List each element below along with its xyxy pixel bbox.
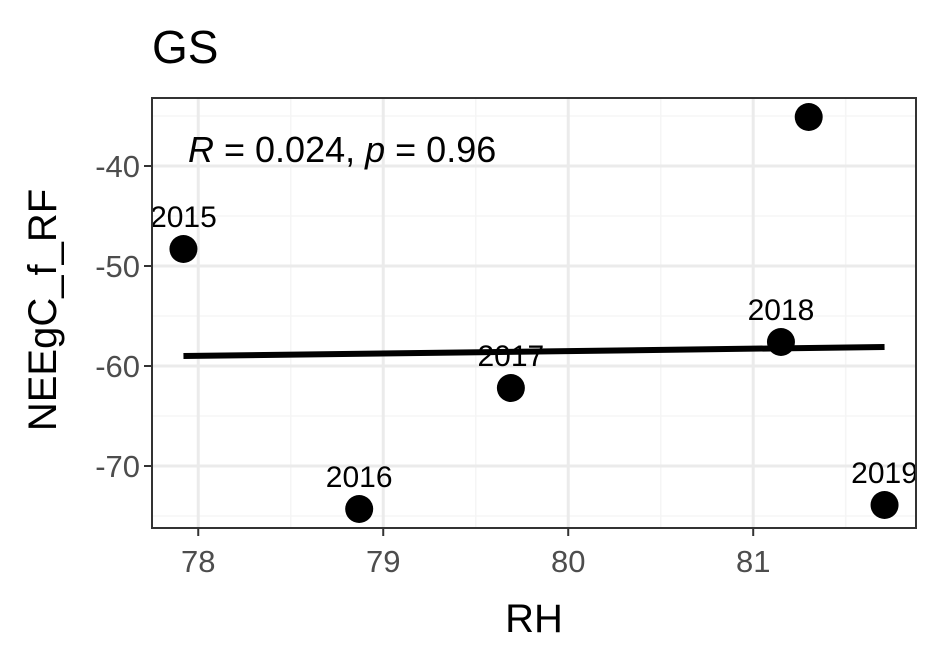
x-tick-label: 78 (181, 544, 215, 579)
point-label: 2018 (748, 294, 815, 327)
x-axis-ticks: 78 79 80 81 (181, 528, 770, 579)
point-labels: 2015 2016 2017 2018 2019 (150, 201, 918, 494)
data-point (496, 374, 525, 402)
data-point (766, 328, 795, 356)
regression-line (183, 344, 885, 359)
data-point (794, 103, 823, 131)
minor-gridlines (152, 98, 916, 528)
p-symbol: p (364, 129, 385, 170)
x-tick-label: 81 (736, 544, 770, 579)
chart-title: GS (152, 21, 218, 73)
panel-border (151, 97, 917, 529)
point-label: 2017 (478, 340, 545, 373)
r-symbol: R (188, 129, 214, 170)
data-points (169, 103, 899, 523)
point-label: 2016 (326, 461, 393, 494)
p-value: = 0.96 (385, 129, 496, 170)
x-tick-label: 80 (551, 544, 585, 579)
data-point (345, 495, 374, 523)
x-axis-title: RH (505, 597, 563, 641)
y-tick-label: -50 (95, 249, 140, 284)
y-axis-ticks: -70 -60 -50 -40 (95, 149, 152, 484)
r-value: = 0.024, (214, 129, 365, 170)
point-label: 2019 (851, 457, 918, 490)
point-label: 2015 (150, 201, 217, 234)
major-gridlines (152, 98, 916, 528)
y-axis-title: NEEgC_f_RF (21, 189, 65, 431)
correlation-annotation: R = 0.024, p = 0.96 (188, 129, 496, 170)
data-point (870, 491, 899, 519)
x-tick-label: 79 (366, 544, 400, 579)
y-tick-label: -70 (95, 449, 140, 484)
y-tick-label: -60 (95, 349, 140, 384)
data-point (169, 235, 198, 263)
y-tick-label: -40 (95, 149, 140, 184)
regression-line-group (183, 344, 885, 359)
